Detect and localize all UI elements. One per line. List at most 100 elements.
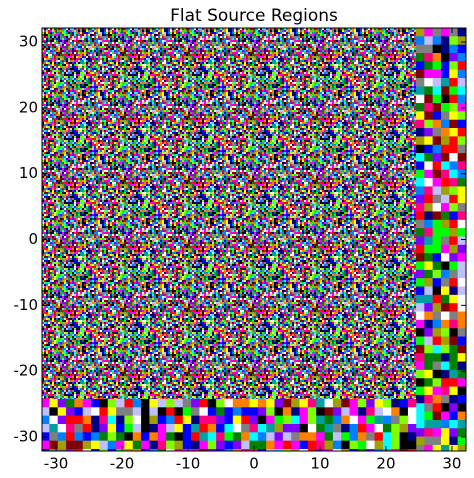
- coarse-cell: [432, 294, 442, 304]
- coarse-cell: [215, 432, 225, 441]
- coarse-cell: [290, 407, 300, 416]
- coarse-cell: [466, 195, 474, 204]
- coarse-cell: [432, 411, 442, 421]
- coarse-cell: [457, 394, 466, 404]
- coarse-cell: [149, 449, 158, 451]
- coarse-cell: [449, 311, 458, 321]
- coarse-cell: [466, 420, 474, 429]
- coarse-cell: [415, 153, 425, 162]
- coarse-cell: [42, 407, 50, 416]
- coarse-cell: [440, 219, 450, 229]
- coarse-cell: [399, 398, 408, 408]
- coarse-cell: [382, 432, 392, 441]
- coarse-cell: [466, 286, 474, 295]
- coarse-cell: [449, 253, 458, 262]
- x-tick-label: -30: [44, 455, 69, 473]
- coarse-cell: [240, 398, 250, 408]
- coarse-cell: [182, 449, 192, 451]
- coarse-cell: [440, 436, 450, 446]
- coarse-cell: [424, 294, 433, 304]
- coarse-cell: [440, 369, 450, 379]
- coarse-cell: [440, 78, 450, 87]
- coarse-cell: [457, 269, 466, 279]
- coarse-cell: [457, 78, 466, 87]
- coarse-cell: [65, 407, 75, 416]
- coarse-cell: [340, 398, 350, 408]
- coarse-cell: [457, 261, 466, 271]
- coarse-cell: [349, 432, 358, 441]
- coarse-cell: [357, 432, 367, 441]
- coarse-cell: [332, 432, 342, 441]
- coarse-cell: [449, 86, 458, 96]
- coarse-cell: [165, 407, 175, 416]
- coarse-cell: [324, 432, 333, 441]
- coarse-cell: [432, 53, 442, 62]
- coarse-cell: [349, 440, 358, 450]
- coarse-cell: [449, 353, 458, 362]
- coarse-cell: [440, 336, 450, 346]
- coarse-cell: [399, 440, 408, 450]
- coarse-cell: [440, 353, 450, 362]
- coarse-cell: [399, 407, 408, 416]
- coarse-cell: [440, 94, 450, 104]
- coarse-cell: [466, 145, 474, 154]
- coarse-cell: [449, 278, 458, 287]
- coarse-cell: [424, 444, 433, 451]
- coarse-cell: [174, 398, 183, 408]
- coarse-cell: [415, 103, 425, 112]
- coarse-cell: [449, 294, 458, 304]
- coarse-cell: [349, 415, 358, 425]
- coarse-cell: [424, 336, 433, 346]
- coarse-cell: [415, 286, 425, 296]
- coarse-cell: [440, 311, 450, 321]
- coarse-cell: [415, 436, 425, 446]
- coarse-cell: [140, 398, 150, 408]
- coarse-cell: [124, 432, 133, 441]
- coarse-cell: [432, 69, 442, 79]
- coarse-cell: [457, 286, 466, 296]
- coarse-cell: [424, 219, 433, 229]
- coarse-cell: [466, 153, 474, 162]
- coarse-cell: [42, 423, 50, 433]
- coarse-cell: [290, 440, 300, 450]
- coarse-cell: [432, 428, 442, 437]
- coarse-cell: [57, 432, 67, 441]
- coarse-cell: [432, 253, 442, 262]
- coarse-cell: [432, 203, 442, 212]
- coarse-cell: [440, 194, 450, 204]
- coarse-cell: [249, 423, 258, 433]
- coarse-cell: [466, 78, 474, 87]
- coarse-cell: [357, 423, 367, 433]
- coarse-cell: [224, 449, 233, 451]
- coarse-cell: [440, 294, 450, 304]
- coarse-cell: [42, 398, 50, 408]
- coarse-cell: [207, 407, 217, 416]
- coarse-cell: [415, 428, 425, 437]
- coarse-cell: [357, 415, 367, 425]
- coarse-cell: [182, 415, 192, 425]
- coarse-cell: [457, 344, 466, 354]
- coarse-cell: [424, 428, 433, 437]
- coarse-cell: [415, 419, 425, 429]
- coarse-cell: [457, 153, 466, 162]
- coarse-cell: [466, 61, 474, 70]
- coarse-cell: [215, 440, 225, 450]
- coarse-cell: [390, 432, 400, 441]
- coarse-cell: [124, 407, 133, 416]
- coarse-cell: [74, 423, 83, 433]
- coarse-cell: [424, 94, 433, 104]
- coarse-cell: [357, 407, 367, 416]
- coarse-cell: [424, 161, 433, 171]
- coarse-cell: [449, 444, 458, 451]
- coarse-cell: [466, 270, 474, 279]
- coarse-cell: [390, 440, 400, 450]
- coarse-cell: [440, 394, 450, 404]
- coarse-cell: [440, 236, 450, 246]
- coarse-cell: [99, 440, 108, 450]
- coarse-cell: [440, 211, 450, 221]
- coarse-cell: [457, 294, 466, 304]
- coarse-cell: [190, 398, 200, 408]
- coarse-cell: [149, 440, 158, 450]
- coarse-cell: [240, 415, 250, 425]
- coarse-cell: [390, 415, 400, 425]
